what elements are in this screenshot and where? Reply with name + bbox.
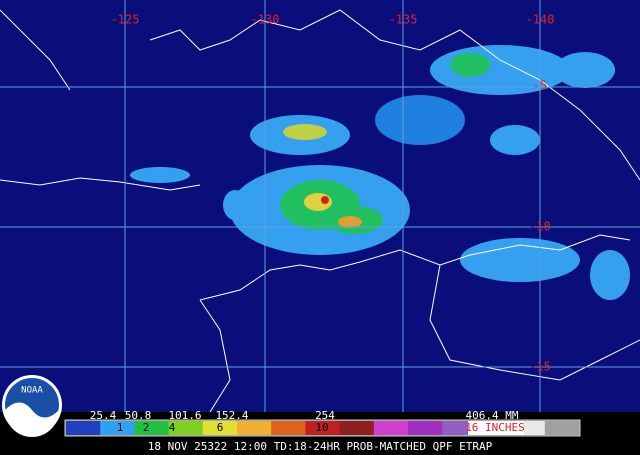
lon-label: -140: [526, 13, 555, 27]
mm-label: 50.8: [125, 409, 152, 422]
color-swatch: [100, 421, 135, 435]
inch-label: 16 INCHES: [465, 421, 525, 434]
color-swatch: [66, 421, 101, 435]
caption: 18 NOV 25322 12:00 TD:18-24HR PROB-MATCH…: [148, 440, 493, 453]
lat-label: -5: [533, 79, 547, 93]
lat-label: -15: [529, 360, 551, 374]
color-swatch: [339, 421, 375, 435]
noaa-logo: NOAA: [2, 375, 62, 437]
lon-label: -130: [251, 13, 280, 27]
color-bar: [64, 419, 581, 437]
color-swatch: [373, 421, 409, 435]
mm-label: 406.4 MM: [466, 409, 519, 422]
lat-label: -10: [529, 220, 551, 234]
mm-label: 152.4: [215, 409, 248, 422]
inch-label: 10: [315, 421, 328, 434]
mm-label: 101.6: [168, 409, 201, 422]
inch-label: 6: [217, 421, 224, 434]
graticule: [0, 0, 640, 412]
color-swatch: [468, 421, 524, 435]
logo-text: NOAA: [21, 386, 43, 396]
inch-label: 1: [117, 421, 124, 434]
color-swatch: [202, 421, 238, 435]
color-swatch: [134, 421, 170, 435]
coastlines: [0, 9, 640, 413]
color-swatch: [168, 421, 204, 435]
inch-label: 2: [143, 421, 150, 434]
lon-label: -135: [389, 13, 418, 27]
lon-label: -125: [111, 13, 140, 27]
mm-label: 254: [315, 409, 335, 422]
color-swatch: [237, 421, 272, 435]
color-swatch: [408, 421, 443, 435]
color-swatch: [271, 421, 306, 435]
inch-label: 4: [169, 421, 176, 434]
color-swatch: [305, 421, 341, 435]
color-swatch: [544, 421, 580, 435]
mm-label: 25.4: [90, 409, 117, 422]
